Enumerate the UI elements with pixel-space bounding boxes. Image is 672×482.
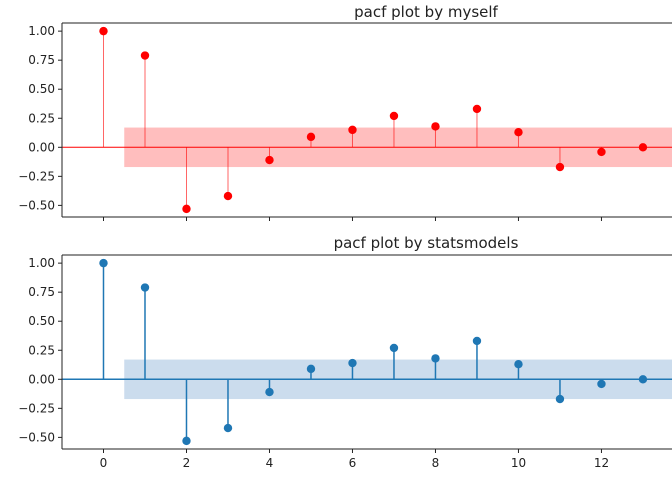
data-point — [638, 143, 648, 152]
data-point — [431, 122, 440, 131]
x-tick-label: 4 — [266, 456, 274, 470]
data-point — [597, 379, 606, 389]
data-point — [99, 258, 108, 268]
data-point — [514, 359, 523, 369]
data-point — [514, 127, 523, 137]
data-point — [555, 162, 565, 172]
data-point — [265, 155, 274, 165]
data-point — [348, 125, 357, 135]
data-point — [472, 336, 482, 346]
chart-title: pacf plot by myself — [354, 3, 498, 21]
y-tick-label: 0.25 — [28, 111, 55, 125]
x-tick-label: 10 — [511, 456, 526, 470]
x-tick-label: 2 — [183, 456, 191, 470]
data-point — [472, 104, 482, 114]
y-tick-label: 1.00 — [28, 24, 55, 38]
y-tick-label: −0.25 — [18, 169, 55, 183]
x-tick-label: 8 — [432, 456, 440, 470]
y-tick-label: −0.25 — [18, 401, 55, 415]
data-point — [597, 147, 606, 157]
data-point — [182, 436, 191, 446]
data-point — [140, 51, 150, 60]
x-tick-label: 12 — [594, 456, 609, 470]
data-point — [99, 26, 108, 36]
data-point — [265, 387, 274, 397]
data-point — [306, 132, 316, 142]
data-point — [140, 283, 150, 292]
y-tick-label: −0.50 — [18, 430, 55, 444]
pacf-chart-statsmodels: pacf plot by statsmodels 1.00 0.75 0.50 0.2… — [18, 234, 672, 470]
x-tick-label: 0 — [100, 456, 108, 470]
chart-title: pacf plot by statsmodels — [334, 234, 519, 252]
y-tick-label: 1.00 — [28, 256, 55, 270]
data-point — [389, 343, 399, 353]
data-point — [223, 423, 233, 433]
data-point — [638, 375, 648, 384]
data-point — [555, 394, 565, 404]
x-tick-label: 6 — [349, 456, 357, 470]
data-point — [223, 191, 233, 201]
y-tick-label: 0.75 — [28, 285, 55, 299]
y-tick-label: 0.50 — [28, 314, 55, 328]
y-tick-label: 0.00 — [28, 140, 55, 154]
data-point — [306, 364, 316, 374]
data-point — [431, 354, 440, 363]
y-tick-label: 0.00 — [28, 372, 55, 386]
data-point — [389, 111, 399, 121]
y-tick-label: −0.50 — [18, 198, 55, 212]
data-point — [348, 358, 357, 368]
y-tick-label: 0.50 — [28, 82, 55, 96]
data-point — [182, 204, 191, 214]
pacf-chart-myself: pacf plot by myself 1.00 0.75 0.50 0.25 0.00… — [18, 3, 672, 221]
y-tick-label: 0.75 — [28, 53, 55, 67]
y-tick-label: 0.25 — [28, 343, 55, 357]
